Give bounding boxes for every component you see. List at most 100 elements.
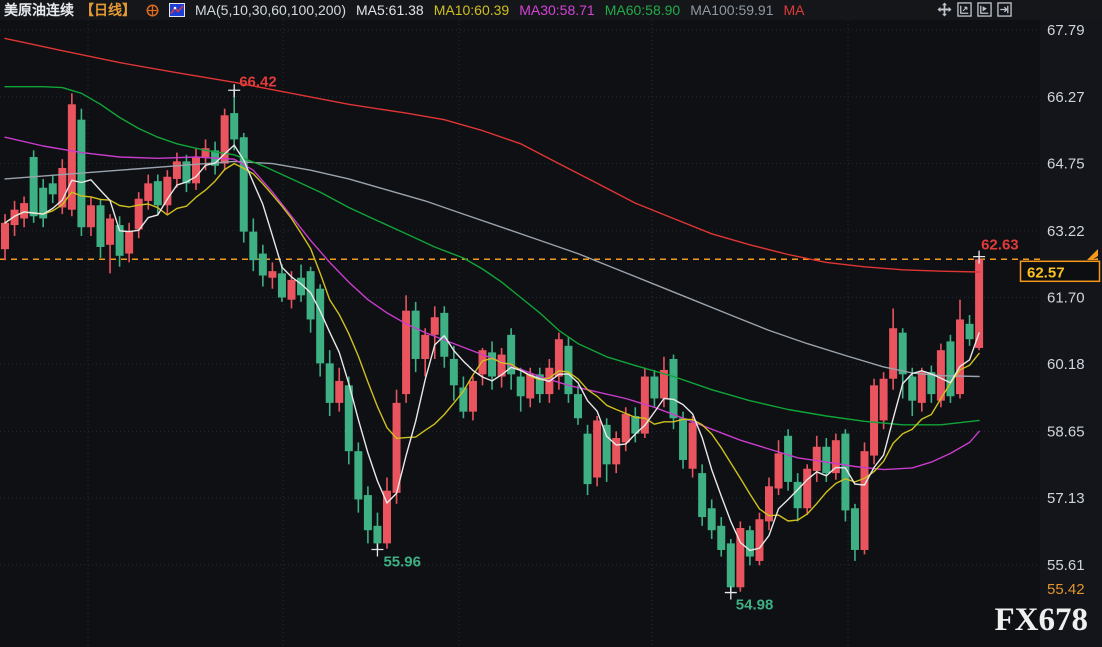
candle-body [402, 310, 411, 395]
candle-body [726, 543, 735, 588]
candle-body [20, 203, 29, 219]
candle-body [29, 156, 38, 217]
ma30-value-label: MA30:58.71 [519, 2, 595, 18]
y-axis-tick-label: 58.65 [1047, 423, 1085, 440]
y-axis-tick-label: 63.22 [1047, 223, 1085, 240]
ma-line-ma10 [4, 162, 980, 522]
candle-body [268, 271, 277, 278]
candle-body [688, 422, 697, 469]
y-axis-tick-label: 66.27 [1047, 89, 1085, 106]
candle-body [220, 115, 229, 164]
period-tag[interactable]: 【日线】 [80, 2, 136, 18]
extreme-cross-marker [371, 543, 384, 557]
candle-body [917, 372, 926, 403]
candle-body [86, 205, 95, 228]
candle-body [497, 354, 506, 377]
axis-scale-icon[interactable] [956, 2, 972, 17]
candle-body [593, 420, 602, 478]
candle-body [10, 209, 19, 226]
candle-body [172, 161, 181, 179]
candle-body [163, 176, 172, 206]
session-low-label: 55.42 [1047, 581, 1085, 598]
candle-body [306, 271, 315, 320]
candle-body [574, 394, 582, 419]
y-axis-tick-label: 55.61 [1047, 557, 1085, 574]
candle-body [793, 481, 802, 509]
candle-body [755, 519, 764, 561]
candle-body [468, 380, 477, 412]
candle-body [363, 495, 372, 531]
auto-fit-icon[interactable] [976, 2, 992, 17]
candle-body [631, 416, 640, 434]
candle-body [946, 341, 955, 397]
candle-body [765, 486, 773, 522]
candle-body [698, 473, 707, 518]
candle-body [182, 161, 191, 184]
candle-body [58, 167, 67, 208]
mini-line-chart-icon[interactable] [169, 3, 185, 17]
candle-body [325, 363, 334, 403]
pan-move-icon[interactable] [936, 2, 952, 17]
y-axis-tick-label: 57.13 [1047, 490, 1085, 507]
current-price-box [1019, 260, 1101, 283]
ma100-value-label: MA100:59.91 [690, 2, 774, 18]
candle-body [975, 259, 984, 348]
candle-body [125, 231, 134, 254]
candle-body [564, 345, 573, 395]
ma-settings-label[interactable]: MA(5,10,30,60,100,200) [195, 2, 346, 18]
price-axis-column[interactable] [1040, 20, 1102, 647]
candle-body [287, 279, 296, 300]
candle-body [927, 372, 936, 395]
candle-body [106, 218, 115, 245]
candle-body [249, 231, 258, 261]
candle-body [258, 253, 267, 276]
candle-body [669, 358, 678, 419]
candle-body [354, 451, 363, 500]
extreme-cross-marker [228, 84, 241, 98]
candle-body [392, 402, 401, 493]
extreme-cross-marker [973, 250, 986, 264]
candle-body [440, 312, 449, 357]
chart-header-bar: 美原油连续 【日线】 MA(5,10,30,60,100,200) MA5:61… [0, 0, 1102, 20]
candle-body [430, 317, 439, 335]
y-axis-tick-label: 61.70 [1047, 289, 1085, 306]
scroll-to-latest-icon[interactable] [1087, 249, 1098, 260]
candle-body [230, 113, 239, 140]
moving-averages-layer [4, 37, 980, 552]
candle-body [48, 183, 57, 195]
candle-body [774, 453, 783, 489]
ma-line-ma100 [4, 160, 980, 378]
y-axis-tick-label: 67.79 [1047, 22, 1085, 39]
shift-right-icon[interactable] [996, 2, 1012, 17]
candle-body [421, 334, 430, 359]
candle-body [554, 339, 563, 377]
candle-body [449, 358, 458, 386]
chart-toolbar [936, 2, 1012, 17]
high-price-label: 62.63 [981, 237, 1019, 254]
candle-body [96, 205, 105, 248]
ma-line-ma5 [4, 144, 980, 552]
current-price-value: 62.57 [1027, 264, 1065, 281]
candle-body [144, 183, 153, 201]
candle-body [908, 376, 917, 401]
ma-line-ma60 [4, 85, 980, 426]
candle-body [812, 446, 821, 471]
candle-body [650, 376, 659, 399]
candle-body [192, 156, 200, 184]
candle-body [850, 508, 859, 550]
candle-body [784, 435, 793, 482]
candle-body [411, 310, 420, 359]
candle-body [115, 225, 124, 256]
candle-body [860, 451, 869, 550]
candle-body [526, 374, 535, 399]
candle-body [956, 319, 964, 395]
candle-body [478, 350, 487, 375]
crosshair-target-icon[interactable] [146, 4, 159, 17]
ma5-value-label: MA5:61.38 [356, 2, 424, 18]
candle-body [583, 433, 592, 485]
candle-body [134, 198, 143, 230]
candle-body [373, 525, 382, 544]
candle-body [965, 323, 974, 340]
